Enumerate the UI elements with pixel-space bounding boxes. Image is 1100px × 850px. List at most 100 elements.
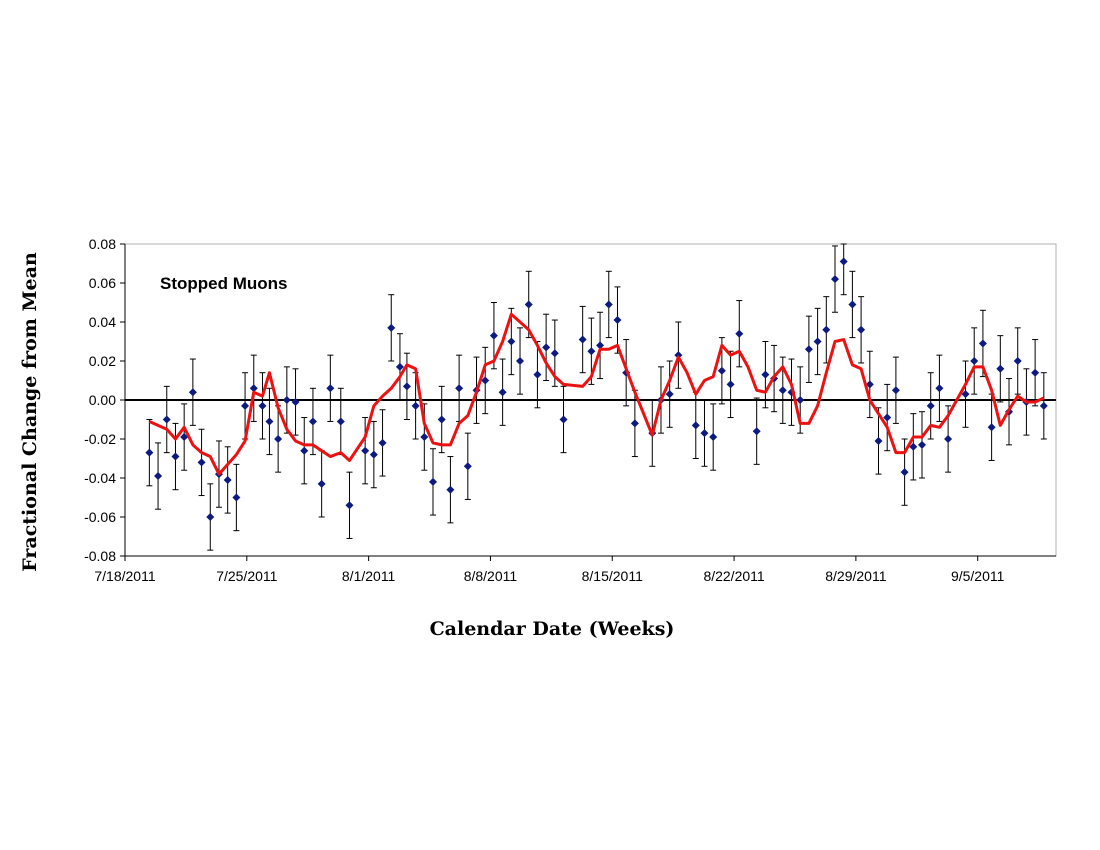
- data-point: [206, 513, 215, 521]
- x-tick-label: 8/29/2011: [825, 568, 886, 584]
- data-point: [559, 415, 568, 424]
- x-tick-label: 8/22/2011: [703, 568, 764, 584]
- data-point: [1039, 401, 1048, 410]
- data-point: [752, 427, 761, 436]
- data-point: [241, 401, 250, 410]
- data-point: [796, 396, 805, 404]
- y-tick-label: -0.06: [84, 509, 116, 525]
- data-point: [446, 485, 455, 494]
- data-point: [429, 477, 438, 486]
- x-tick-label: 8/8/2011: [464, 568, 518, 584]
- data-point: [188, 388, 197, 397]
- data-point: [308, 417, 317, 426]
- data-point: [578, 335, 587, 344]
- data-point: [987, 423, 996, 432]
- data-point: [848, 300, 857, 309]
- data-point: [197, 458, 206, 467]
- data-point: [249, 384, 258, 393]
- data-point: [265, 417, 274, 426]
- data-point: [317, 479, 326, 488]
- y-tick-label: 0.04: [89, 314, 116, 330]
- y-tick-label: -0.04: [84, 470, 116, 486]
- data-point: [463, 462, 472, 471]
- y-tick-label: 0.02: [89, 353, 116, 369]
- data-point: [918, 440, 927, 449]
- data-point: [830, 275, 839, 284]
- data-point: [481, 376, 490, 385]
- data-point: [813, 337, 822, 346]
- data-point: [171, 452, 180, 461]
- y-tick-label: 0.06: [89, 275, 116, 291]
- data-point: [613, 316, 622, 325]
- y-tick-label: 0.00: [89, 392, 116, 408]
- data-point: [154, 472, 163, 481]
- data-point: [524, 300, 533, 309]
- data-point: [726, 380, 735, 389]
- annotation-stopped-muons: Stopped Muons: [160, 274, 287, 293]
- data-point: [411, 401, 420, 410]
- data-point: [402, 382, 411, 391]
- x-tick-label: 8/15/2011: [582, 568, 643, 584]
- data-point: [674, 351, 683, 360]
- data-point: [700, 429, 709, 438]
- data-point: [232, 493, 241, 502]
- data-point: [326, 384, 335, 393]
- data-point: [822, 325, 831, 334]
- data-point: [874, 436, 883, 445]
- data-point: [665, 390, 674, 399]
- data-point: [996, 364, 1005, 373]
- data-point: [596, 341, 605, 350]
- data-point: [516, 357, 525, 365]
- data-point: [1013, 357, 1022, 365]
- data-point: [891, 386, 900, 395]
- data-point: [395, 362, 404, 371]
- data-point: [865, 380, 874, 389]
- data-point: [909, 442, 918, 451]
- data-point: [630, 419, 639, 428]
- data-point: [935, 384, 944, 393]
- y-tick-label: -0.02: [84, 431, 116, 447]
- y-axis-title: Fractional Change from Mean: [19, 252, 41, 572]
- y-tick-label: -0.08: [84, 548, 116, 564]
- data-point: [1031, 368, 1040, 377]
- y-axis: -0.08 -0.06 -0.04 -0.02 0.00 0.02 0.04 0.06 0.08: [84, 236, 126, 564]
- data-point: [336, 417, 345, 426]
- data-point: [944, 435, 953, 443]
- data-point: [604, 300, 613, 309]
- data-point: [387, 323, 396, 332]
- data-point: [691, 421, 700, 430]
- data-point: [857, 325, 866, 334]
- x-tick-label: 7/25/2011: [216, 568, 277, 584]
- data-point: [282, 396, 291, 404]
- x-axis-title: Calendar Date (Weeks): [430, 618, 675, 640]
- data-point: [489, 331, 498, 340]
- data-point: [180, 433, 189, 442]
- x-tick-label: 9/5/2011: [951, 568, 1005, 584]
- data-point: [274, 435, 283, 443]
- y-tick-label: 0.08: [89, 236, 116, 252]
- data-point: [145, 448, 154, 457]
- error-bar: [840, 243, 847, 296]
- data-point: [223, 475, 232, 484]
- data-point: [542, 343, 551, 352]
- data-point: [883, 413, 892, 422]
- data-point: [778, 386, 787, 395]
- data-point: [300, 446, 309, 455]
- data-point: [533, 370, 542, 379]
- data-point: [804, 345, 813, 354]
- data-point: [961, 390, 970, 399]
- data-point: [420, 433, 429, 442]
- data-point: [717, 366, 726, 375]
- x-axis: 7/18/2011 7/25/2011 8/1/2011 8/8/2011 8/15/2…: [94, 555, 1056, 584]
- data-point: [345, 501, 354, 510]
- data-point: [761, 370, 770, 379]
- data-point: [258, 401, 267, 410]
- data-point: [507, 337, 516, 346]
- trend-line: [148, 312, 1045, 476]
- x-tick-label: 7/18/2011: [94, 568, 155, 584]
- data-point: [550, 349, 559, 358]
- data-point: [978, 339, 987, 348]
- data-point: [455, 384, 464, 393]
- data-point: [291, 397, 300, 406]
